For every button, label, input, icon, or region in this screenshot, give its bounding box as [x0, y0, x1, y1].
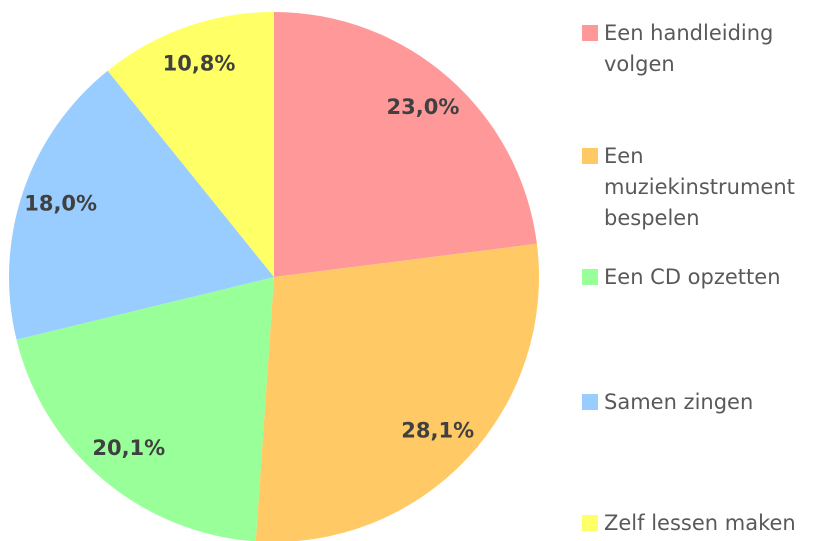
legend-label: Zelf lessen maken [604, 511, 796, 535]
data-label: 23,0% [387, 95, 460, 119]
legend-label: Een CD opzetten [604, 265, 781, 289]
legend-swatch [582, 25, 598, 41]
legend-swatch [582, 148, 598, 164]
legend-item: Een handleiding volgen [582, 18, 822, 80]
pie-slice [107, 12, 274, 277]
pie-slice [255, 243, 539, 541]
legend-label: Een muziekinstrument bespelen [604, 144, 795, 230]
pie-slice [8, 70, 274, 340]
legend-swatch [582, 269, 598, 285]
data-label: 20,1% [92, 436, 165, 460]
legend-swatch [582, 515, 598, 531]
data-label: 10,8% [163, 52, 236, 76]
data-label: 28,1% [401, 419, 474, 443]
legend-item: Zelf lessen maken [582, 508, 822, 539]
legend-label: Samen zingen [604, 390, 754, 414]
data-label: 18,0% [24, 192, 97, 216]
pie-slice [16, 277, 274, 541]
legend-item: Samen zingen [582, 387, 822, 418]
pie-area: 23,0% 28,1% 20,1% 18,0% 10,8% [8, 12, 539, 541]
legend-item: Een CD opzetten [582, 262, 822, 293]
legend-label: Een handleiding volgen [604, 21, 774, 76]
legend-item: Een muziekinstrument bespelen [582, 141, 822, 234]
legend-swatch [582, 394, 598, 410]
pie-slice [274, 12, 537, 277]
